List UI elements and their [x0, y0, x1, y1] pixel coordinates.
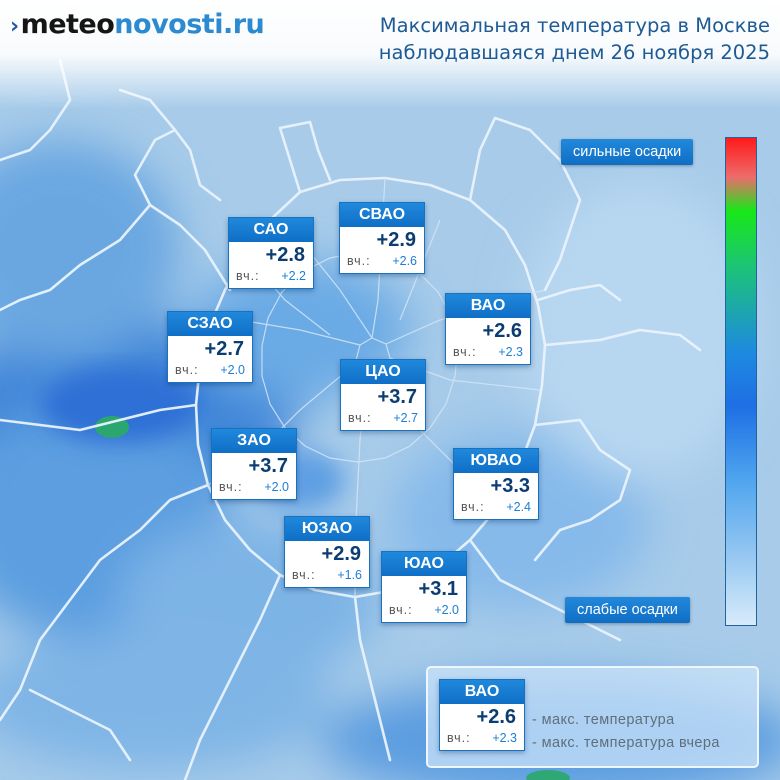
- brand-logo[interactable]: ›meteonovosti.ru: [10, 8, 265, 44]
- yesterday-label: вч.:: [348, 411, 372, 425]
- yesterday-label: вч.:: [347, 254, 371, 268]
- yesterday-temperature: +1.6: [337, 568, 362, 582]
- yesterday-temperature: +2.0: [434, 603, 459, 617]
- yesterday-label: вч.:: [175, 363, 199, 377]
- yesterday-temperature: +2.0: [220, 363, 245, 377]
- yesterday-temperature: +2.3: [498, 345, 523, 359]
- max-temperature: +3.3: [490, 475, 530, 497]
- yesterday-label: вч.:: [236, 269, 260, 283]
- title-line-2: наблюдавшаяся днем 26 ноября 2025: [378, 41, 770, 64]
- yesterday-row: вч.: +2.7: [341, 409, 425, 430]
- precipitation-scale-bar: [725, 137, 757, 626]
- yesterday-temperature: +2.7: [393, 411, 418, 425]
- district-name: ЗАО: [212, 429, 296, 453]
- max-temperature: +2.7: [204, 338, 244, 360]
- yesterday-row: вч.: +2.3: [446, 343, 530, 364]
- district-card-yuao: ЮАО +3.1 вч.: +2.0: [381, 551, 467, 623]
- yesterday-temperature: +2.2: [281, 269, 306, 283]
- district-card-zao: ЗАО +3.7 вч.: +2.0: [211, 428, 297, 500]
- yesterday-label: вч.:: [447, 731, 471, 745]
- yesterday-temperature: +2.4: [506, 500, 531, 514]
- map-title: Максимальная температура в Москве наблюд…: [379, 12, 770, 66]
- max-temperature: +2.9: [376, 229, 416, 251]
- max-temperature: +2.9: [321, 543, 361, 565]
- yesterday-label: вч.:: [219, 480, 243, 494]
- district-card-vao: ВАО +2.6 вч.: +2.3: [445, 293, 531, 365]
- max-temperature: +3.7: [248, 455, 288, 477]
- district-card-szao: СЗАО +2.7 вч.: +2.0: [167, 311, 253, 383]
- district-name: ЦАО: [341, 360, 425, 384]
- max-temperature: +2.8: [265, 244, 305, 266]
- max-temperature: +2.6: [476, 706, 516, 728]
- logo-text-meteo: meteo: [20, 9, 115, 40]
- yesterday-row: вч.: +2.0: [212, 478, 296, 499]
- yesterday-row: вч.: +2.4: [454, 498, 538, 519]
- yesterday-label: вч.:: [389, 603, 413, 617]
- district-name: ЮАО: [382, 552, 466, 576]
- district-name: ВАО: [440, 680, 524, 704]
- district-card-svao: СВАО +2.9 вч.: +2.6: [339, 202, 425, 274]
- logo-text-domain: novosti.ru: [114, 9, 265, 40]
- district-name: ЮЗАО: [285, 517, 369, 541]
- max-temperature: +2.6: [482, 320, 522, 342]
- district-name: САО: [229, 218, 313, 242]
- district-name: СВАО: [340, 203, 424, 227]
- yesterday-temperature: +2.0: [264, 480, 289, 494]
- max-temperature: +3.7: [377, 386, 417, 408]
- district-card-sao: САО +2.8 вч.: +2.2: [228, 217, 314, 289]
- scale-label-weak: слабые осадки: [565, 597, 690, 623]
- yesterday-label: вч.:: [292, 568, 316, 582]
- district-card-yuvao: ЮВАО +3.3 вч.: +2.4: [453, 448, 539, 520]
- legend-panel: ВАО +2.6 вч.: +2.3 - макс. температура - …: [426, 666, 759, 768]
- district-name: ВАО: [446, 294, 530, 318]
- max-temperature: +3.1: [418, 578, 458, 600]
- yesterday-row: вч.: +2.6: [340, 252, 424, 273]
- legend-sample-card: ВАО +2.6 вч.: +2.3: [439, 679, 525, 751]
- district-card-yuzao: ЮЗАО +2.9 вч.: +1.6: [284, 516, 370, 588]
- district-card-cao: ЦАО +3.7 вч.: +2.7: [340, 359, 426, 431]
- yesterday-temperature: +2.6: [392, 254, 417, 268]
- logo-arrow-icon: ›: [10, 14, 19, 39]
- legend-desc-yesterday: - макс. температура вчера: [532, 735, 720, 751]
- yesterday-row: вч.: +2.0: [168, 361, 252, 382]
- yesterday-label: вч.:: [453, 345, 477, 359]
- yesterday-row: вч.: +2.0: [382, 601, 466, 622]
- yesterday-row: вч.: +1.6: [285, 566, 369, 587]
- legend-desc-max-temp: - макс. температура: [532, 712, 675, 728]
- title-line-1: Максимальная температура в Москве: [379, 14, 770, 37]
- district-name: СЗАО: [168, 312, 252, 336]
- district-name: ЮВАО: [454, 449, 538, 473]
- yesterday-row: вч.: +2.3: [440, 729, 524, 750]
- yesterday-temperature: +2.3: [492, 731, 517, 745]
- scale-label-strong: сильные осадки: [561, 139, 694, 165]
- yesterday-label: вч.:: [461, 500, 485, 514]
- yesterday-row: вч.: +2.2: [229, 267, 313, 288]
